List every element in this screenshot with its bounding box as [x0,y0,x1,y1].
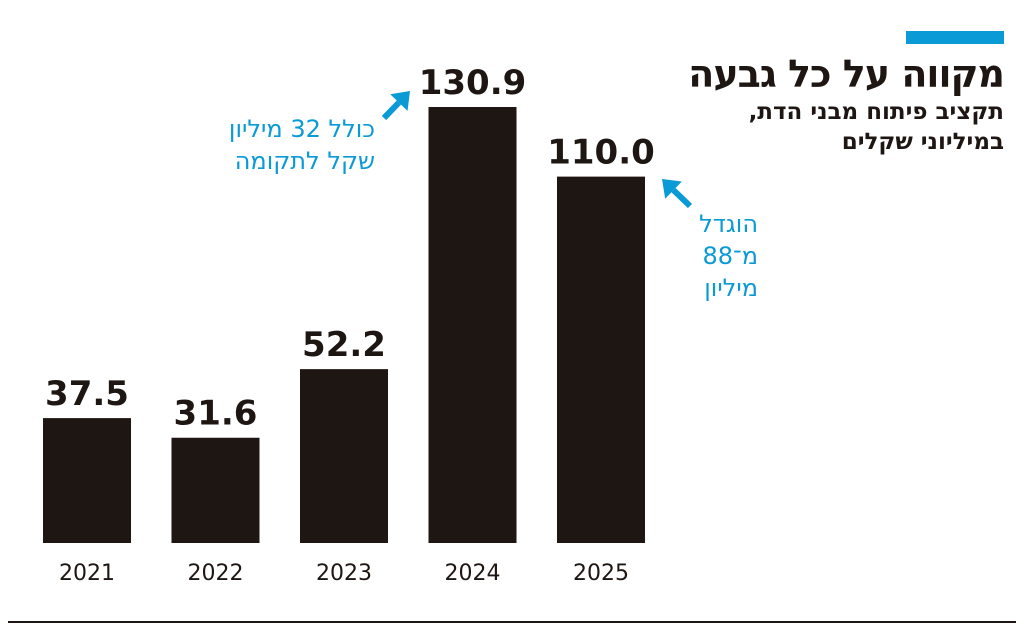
annotation-2025-line: מ־88 [702,242,758,270]
arrow-up-left-icon [662,179,693,209]
x-tick-label: 2024 [445,561,501,586]
x-tick-label: 2022 [188,561,244,586]
bar-2021 [43,418,131,543]
bar-2023 [300,369,388,543]
value-label: 31.6 [174,394,258,434]
value-label: 110.0 [547,133,655,173]
x-tick-label: 2025 [573,561,629,586]
annotation-2024: כולל 32 מיליון שקל לתקומה [229,113,375,177]
value-label: 52.2 [302,325,386,365]
value-label: 37.5 [45,374,129,414]
chart-subtitle: תקציב פיתוח מבני הדת, במיליוני שקלים [748,99,1004,155]
bar-2025 [557,176,645,543]
arrow-up-right-icon [381,91,410,121]
accent-bar [906,31,1004,44]
bar-2024 [428,107,517,543]
chart-title: מקווה על כל גבעה [688,52,1005,96]
bar-2022 [171,437,260,543]
x-tick-label: 2023 [316,561,372,586]
x-tick-label: 2021 [59,561,115,586]
annotation-2025-line: הוגדל [699,210,758,238]
annotation-2024-line: שקל לתקומה [234,147,375,175]
annotation-2024-line: כולל 32 מיליון [228,115,375,143]
annotation-2025-line: מיליון [704,274,758,302]
annotation-2025: הוגדל מ־88 מיליון [699,208,758,304]
value-label: 130.9 [419,63,527,103]
